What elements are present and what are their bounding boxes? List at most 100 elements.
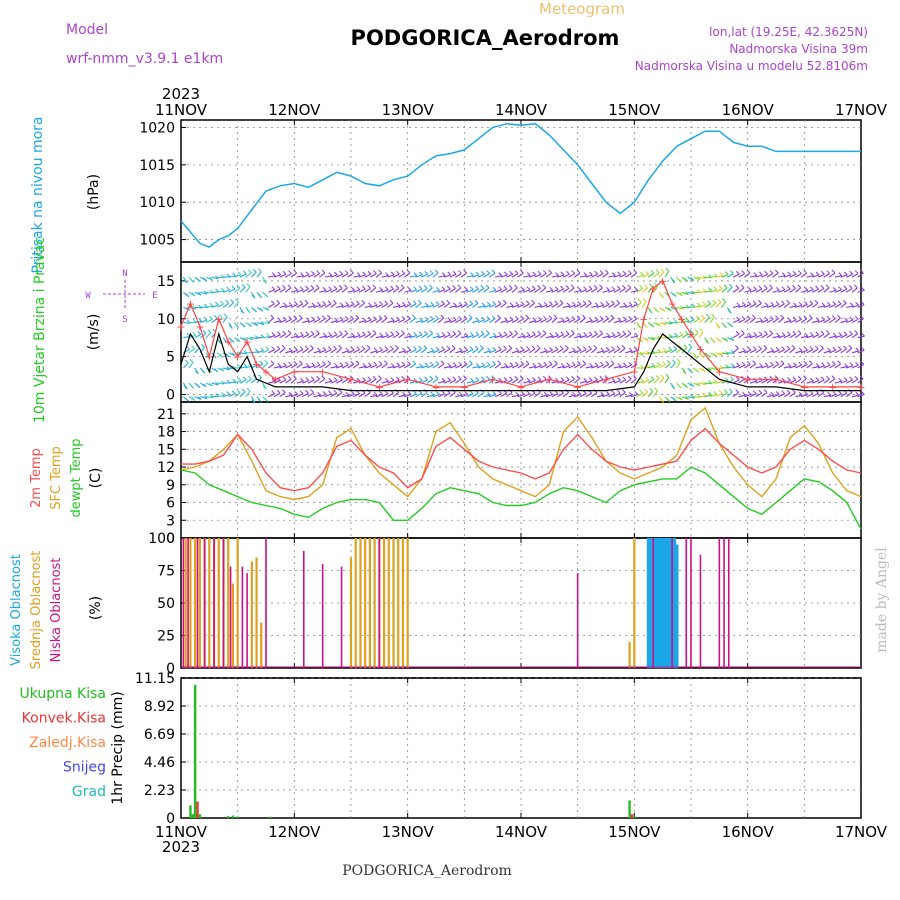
y-tick-label: 75 [157, 564, 175, 580]
wind-barb [766, 304, 774, 308]
wind-barb [370, 394, 378, 398]
wind-barb [727, 365, 735, 369]
wind-barb [362, 271, 367, 276]
wind-barb [562, 392, 569, 398]
wind-barb [481, 302, 486, 307]
wind-barb [585, 348, 592, 354]
wind-barb [333, 345, 337, 350]
wind-barb [304, 299, 309, 304]
wind-barb [429, 270, 434, 274]
wind-barb [271, 300, 275, 305]
wind-barb [634, 301, 638, 305]
wind-barb [562, 287, 570, 293]
wind-barb [370, 304, 378, 308]
wind-barb [406, 375, 411, 379]
wind-barb [713, 352, 717, 357]
wind-barb [526, 390, 531, 395]
wind-barb [647, 365, 655, 369]
wind-barb [812, 274, 820, 278]
wind-barb [613, 392, 621, 398]
cloud-bar [690, 538, 692, 668]
wind-barb [253, 268, 257, 273]
wind-barb [829, 272, 836, 278]
wind-barb [245, 390, 251, 398]
wind-barb [480, 330, 485, 335]
wind-barb [415, 392, 423, 398]
wind-barb [812, 334, 819, 339]
wind-barb [559, 345, 564, 350]
wind-barb [339, 376, 343, 381]
wind-barb [783, 365, 791, 369]
wind-barb [273, 302, 280, 308]
cloud-bar [675, 544, 679, 668]
cloud-bar [660, 538, 665, 668]
wind-barb [407, 391, 412, 395]
wind-barb [205, 396, 214, 399]
wind-barb [195, 370, 199, 375]
cloud-bar [628, 642, 631, 668]
wind-barb [324, 380, 332, 384]
wind-barb [591, 319, 599, 324]
wind-barb [373, 391, 378, 396]
wind-gust-marker: + [658, 275, 667, 288]
wind-barb [313, 273, 321, 278]
wind-barb [344, 284, 348, 289]
wind-barb [345, 361, 349, 366]
wind-barb [715, 301, 722, 308]
wind-barb [594, 330, 598, 335]
wind-barb [362, 363, 367, 367]
wind-barb [373, 315, 377, 320]
wind-barb [542, 330, 547, 334]
wind-barb [351, 287, 355, 291]
wind-barb [517, 272, 524, 278]
precip-bar [231, 815, 235, 818]
wind-barb [390, 363, 395, 367]
wind-barb [540, 350, 548, 354]
wind-barb [604, 269, 609, 274]
wind-barb [723, 389, 728, 393]
wind-barb [426, 364, 434, 369]
wind-barb [387, 392, 394, 398]
wind-barb [517, 335, 525, 339]
wind-barb [557, 320, 565, 324]
wind-barb [250, 377, 257, 384]
wind-barb [316, 301, 321, 306]
wind-barb [691, 394, 695, 399]
y-tick-label: 3 [166, 513, 175, 529]
wind-barb [758, 285, 763, 290]
wind-barb [509, 302, 514, 307]
wind-barb [296, 393, 304, 398]
wind-barb [299, 332, 304, 336]
wind-barb [840, 348, 847, 354]
wind-barb [364, 305, 372, 308]
wind-barb [668, 346, 672, 351]
wind-barb [233, 301, 240, 308]
wind-barb [625, 394, 633, 398]
wind-barb [511, 364, 519, 369]
wind-barb [392, 365, 400, 369]
wind-barb [713, 273, 718, 277]
wind-barb [235, 298, 239, 303]
wind-barb [555, 272, 559, 276]
wind-barb [857, 304, 865, 308]
wind-barb [246, 283, 251, 288]
wind-barb [506, 319, 514, 324]
wind-barb [436, 287, 440, 291]
wind-label: 10m Vjetar Brzina i Pravac [32, 237, 48, 423]
wind-barb [827, 347, 831, 352]
wind-barb [395, 285, 400, 289]
wind-barb [755, 365, 763, 369]
wind-barb [282, 330, 287, 335]
wind-barb [589, 363, 593, 367]
wind-barb [860, 361, 865, 365]
wind-barb [338, 345, 343, 349]
wind-barb [333, 377, 338, 381]
cloud-bar [196, 538, 199, 668]
wind-barb [188, 361, 194, 369]
wind-barb [843, 271, 848, 276]
wind-barb [375, 349, 383, 354]
wind-barb [846, 333, 853, 339]
wind-barb [846, 287, 853, 293]
wind-barb [747, 361, 751, 365]
